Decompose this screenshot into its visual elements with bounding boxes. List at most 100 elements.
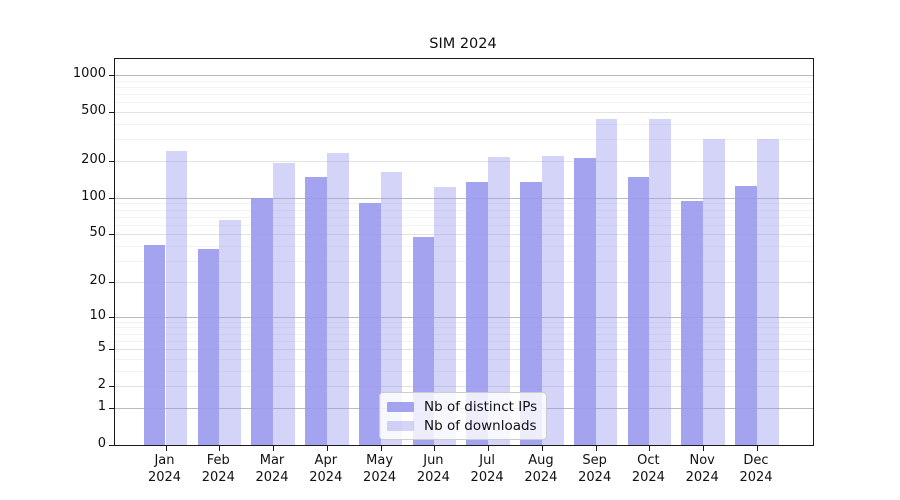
x-tick-label-dec: Dec 2024 bbox=[739, 453, 773, 485]
x-tick-aug bbox=[541, 446, 543, 451]
bar-sep-downloads bbox=[595, 119, 618, 445]
y-tick-5 bbox=[109, 349, 114, 350]
y-tick-1000 bbox=[109, 75, 114, 76]
bar-feb-distinct-ips bbox=[197, 248, 220, 445]
plot-area bbox=[109, 58, 814, 451]
y-tick-label-1: 1 bbox=[97, 398, 106, 414]
legend-swatch-downloads bbox=[387, 420, 414, 431]
bar-mar-downloads bbox=[273, 162, 295, 445]
legend-item-distinct-ips: Nb of distinct IPs bbox=[387, 397, 537, 416]
bar-dec-downloads bbox=[757, 139, 779, 445]
x-tick-label-jul: Jul 2024 bbox=[470, 453, 504, 485]
bar-jul-downloads bbox=[488, 156, 510, 445]
y-tick-200 bbox=[109, 161, 114, 162]
gridline-400 bbox=[115, 124, 813, 125]
x-tick-label-may: May 2024 bbox=[363, 453, 397, 485]
gridline-30 bbox=[115, 261, 813, 263]
x-tick-mar bbox=[273, 446, 274, 451]
bar-jun-downloads bbox=[434, 186, 457, 445]
x-tick-may bbox=[380, 446, 382, 451]
gridline-10 bbox=[115, 316, 813, 318]
y-tick-label-500: 500 bbox=[81, 103, 106, 119]
bar-dec-distinct-ips bbox=[735, 186, 757, 445]
bar-feb-downloads bbox=[219, 219, 242, 445]
x-tick-dec bbox=[757, 446, 758, 451]
gridline-20 bbox=[115, 281, 813, 283]
x-tick-label-oct: Oct 2024 bbox=[631, 453, 665, 485]
x-tick-jul bbox=[488, 446, 490, 451]
gridline-50 bbox=[115, 234, 813, 236]
x-tick-apr bbox=[326, 446, 328, 451]
gridline-60 bbox=[115, 224, 813, 226]
bar-may-distinct-ips bbox=[358, 203, 381, 445]
bar-nov-distinct-ips bbox=[681, 200, 704, 445]
x-tick-jun bbox=[434, 446, 436, 451]
gridline-1000 bbox=[115, 75, 813, 76]
gridline-40 bbox=[115, 246, 813, 248]
gridline-5 bbox=[115, 349, 813, 350]
gridline-8 bbox=[115, 327, 813, 329]
x-tick-label-aug: Aug 2024 bbox=[524, 453, 558, 485]
gridline-600 bbox=[115, 102, 813, 104]
gridline-9 bbox=[115, 321, 813, 323]
gridline-800 bbox=[115, 86, 813, 88]
bar-oct-distinct-ips bbox=[627, 177, 650, 445]
y-tick-20 bbox=[109, 281, 114, 283]
bar-jan-downloads bbox=[165, 151, 188, 445]
bar-aug-downloads bbox=[541, 155, 564, 445]
x-tick-nov bbox=[703, 446, 705, 451]
bar-mar-distinct-ips bbox=[251, 197, 273, 445]
bar-may-downloads bbox=[380, 171, 403, 445]
legend-item-downloads: Nb of downloads bbox=[387, 416, 537, 435]
gridline-700 bbox=[115, 94, 813, 96]
x-tick-label-mar: Mar 2024 bbox=[255, 453, 289, 485]
y-tick-label-200: 200 bbox=[81, 152, 106, 167]
gridline-300 bbox=[115, 139, 813, 141]
legend-swatch-distinct-ips bbox=[387, 401, 414, 412]
y-tick-50 bbox=[109, 234, 114, 236]
x-tick-label-apr: Apr 2024 bbox=[309, 453, 343, 485]
bar-apr-downloads bbox=[326, 152, 349, 445]
y-tick-1 bbox=[109, 407, 114, 409]
gridline-90 bbox=[115, 203, 813, 205]
y-tick-label-10: 10 bbox=[89, 307, 106, 323]
gridline-500 bbox=[115, 112, 813, 114]
bar-aug-distinct-ips bbox=[520, 182, 542, 445]
x-tick-label-nov: Nov 2024 bbox=[685, 453, 719, 485]
y-tick-label-2: 2 bbox=[97, 377, 106, 393]
bar-sep-distinct-ips bbox=[573, 157, 596, 445]
legend-label-downloads: Nb of downloads bbox=[424, 417, 537, 434]
x-tick-label-feb: Feb 2024 bbox=[201, 453, 235, 485]
bar-oct-downloads bbox=[649, 119, 672, 445]
x-tick-oct bbox=[649, 446, 651, 451]
y-tick-2 bbox=[109, 386, 114, 388]
bar-nov-downloads bbox=[703, 139, 725, 445]
gridline-900 bbox=[115, 80, 813, 82]
y-tick-label-20: 20 bbox=[89, 272, 106, 288]
y-tick-label-50: 50 bbox=[89, 225, 106, 241]
legend: Nb of distinct IPs Nb of downloads bbox=[379, 392, 547, 440]
bar-jan-distinct-ips bbox=[143, 244, 166, 445]
gridline-70 bbox=[115, 216, 813, 218]
gridline-6 bbox=[115, 340, 813, 342]
gridline-100 bbox=[115, 197, 813, 199]
x-tick-label-jan: Jan 2024 bbox=[147, 453, 182, 485]
bar-apr-distinct-ips bbox=[305, 177, 327, 445]
y-tick-label-5: 5 bbox=[97, 340, 106, 355]
legend-label-distinct-ips: Nb of distinct IPs bbox=[424, 398, 538, 415]
x-tick-jan bbox=[165, 446, 167, 451]
y-tick-500 bbox=[109, 112, 114, 114]
gridline-3 bbox=[115, 370, 813, 372]
x-tick-label-sep: Sep 2024 bbox=[578, 453, 612, 485]
gridline-80 bbox=[115, 209, 813, 211]
y-tick-label-1000: 1000 bbox=[72, 66, 106, 81]
y-tick-10 bbox=[109, 316, 114, 318]
y-tick-0 bbox=[109, 445, 114, 446]
gridline-200 bbox=[115, 161, 813, 162]
bar-jul-distinct-ips bbox=[466, 181, 489, 445]
gridline-4 bbox=[115, 358, 813, 360]
chart-title: SIM 2024 bbox=[429, 36, 497, 52]
gridline-2 bbox=[115, 386, 813, 388]
y-tick-label-0: 0 bbox=[97, 436, 106, 451]
x-tick-sep bbox=[595, 446, 597, 451]
